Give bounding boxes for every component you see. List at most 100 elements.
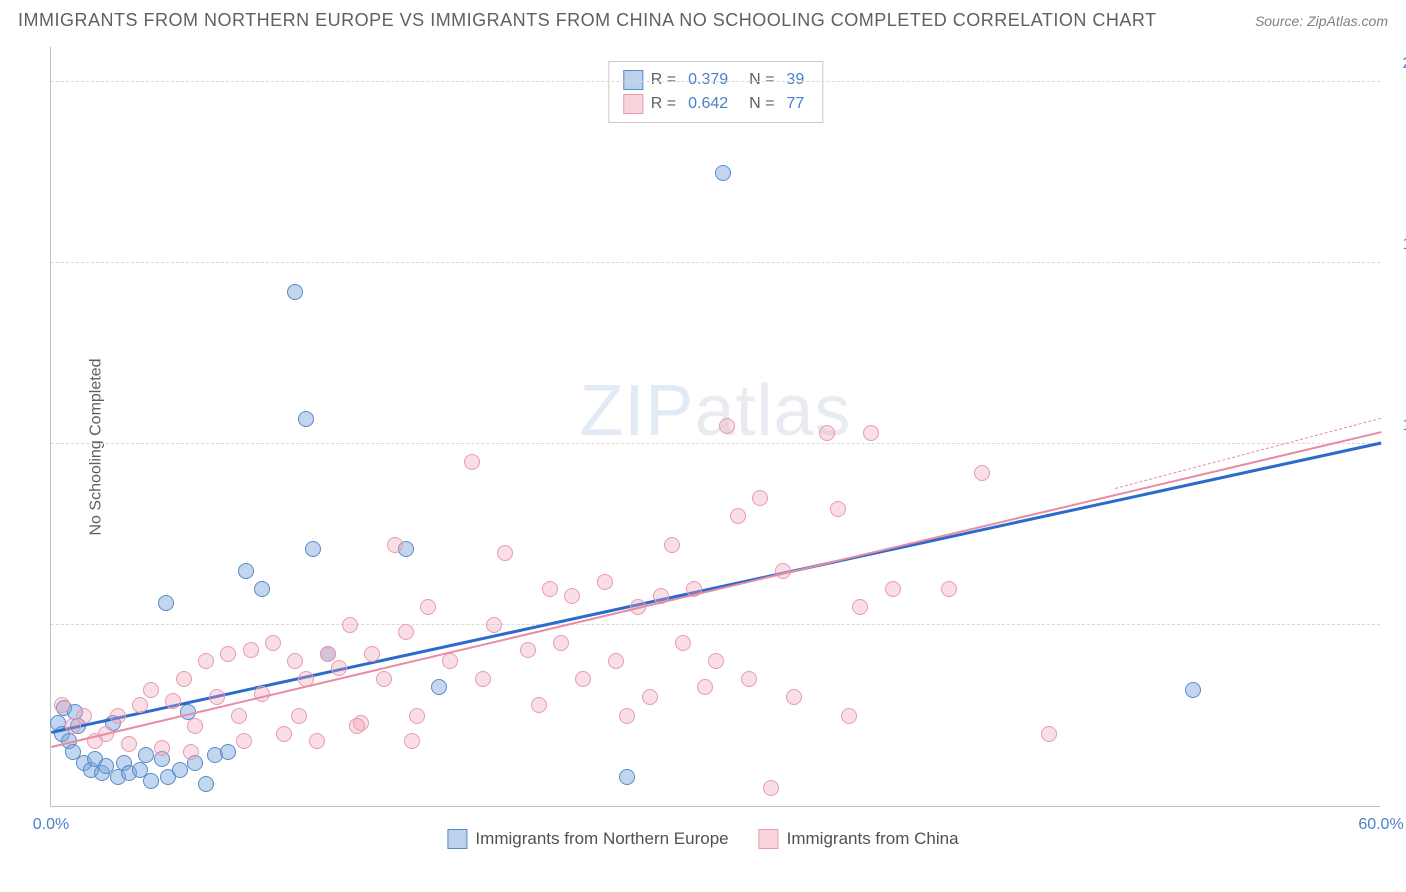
data-point [885,581,901,597]
header: IMMIGRANTS FROM NORTHERN EUROPE VS IMMIG… [0,0,1406,37]
data-point [364,646,380,662]
data-point [542,581,558,597]
stat-label: R = [651,92,676,116]
data-point [376,671,392,687]
data-point [220,646,236,662]
data-point [409,708,425,724]
data-point [442,653,458,669]
data-point [420,599,436,615]
data-point [231,708,247,724]
data-point [183,744,199,760]
data-point [398,624,414,640]
data-point [830,501,846,517]
stat-r-value: 0.379 [688,68,728,92]
data-point [176,671,192,687]
stat-label: N = [740,68,774,92]
data-point [209,689,225,705]
data-point [132,697,148,713]
trend-dashed [1115,418,1381,489]
data-point [719,418,735,434]
data-point [708,653,724,669]
data-point [243,642,259,658]
data-point [331,660,347,676]
data-point [138,747,154,763]
data-point [198,653,214,669]
data-point [741,671,757,687]
data-point [464,454,480,470]
legend-stats-row: R = 0.379 N = 39 [623,68,808,92]
data-point [309,733,325,749]
gridline [51,443,1380,444]
y-tick-label: 5.0% [1388,598,1406,616]
data-point [305,541,321,557]
data-point [819,425,835,441]
data-point [941,581,957,597]
gridline [51,262,1380,263]
data-point [497,545,513,561]
legend-bottom: Immigrants from Northern Europe Immigran… [447,829,958,849]
scatter-plot: ZIPatlas R = 0.379 N = 39 R = 0.642 N = … [50,47,1380,807]
swatch-pink-icon [623,94,643,114]
data-point [974,465,990,481]
data-point [236,733,252,749]
data-point [608,653,624,669]
data-point [143,773,159,789]
data-point [531,697,547,713]
data-point [154,740,170,756]
data-point [863,425,879,441]
data-point [254,581,270,597]
data-point [642,689,658,705]
legend-stats-row: R = 0.642 N = 77 [623,92,808,116]
legend-item: Immigrants from China [759,829,959,849]
data-point [553,635,569,651]
watermark-bold: ZIP [579,371,694,451]
data-point [276,726,292,742]
legend-label: Immigrants from China [787,829,959,849]
source-label: Source: ZipAtlas.com [1255,13,1388,29]
data-point [619,708,635,724]
data-point [404,733,420,749]
data-point [752,490,768,506]
data-point [597,574,613,590]
data-point [165,693,181,709]
data-point [431,679,447,695]
data-point [198,776,214,792]
swatch-blue-icon [447,829,467,849]
stat-label: N = [740,92,774,116]
data-point [697,679,713,695]
data-point [158,595,174,611]
stat-n-value: 39 [786,68,804,92]
data-point [287,653,303,669]
data-point [265,635,281,651]
gridline [51,81,1380,82]
data-point [1185,682,1201,698]
data-point [298,411,314,427]
chart-area: No Schooling Completed ZIPatlas R = 0.37… [0,37,1406,857]
data-point [564,588,580,604]
x-tick-label: 0.0% [33,816,69,834]
y-tick-label: 15.0% [1388,236,1406,254]
data-point [54,697,70,713]
data-point [387,537,403,553]
data-point [76,708,92,724]
data-point [763,780,779,796]
swatch-pink-icon [759,829,779,849]
swatch-blue-icon [623,70,643,90]
data-point [1041,726,1057,742]
data-point [475,671,491,687]
data-point [287,284,303,300]
data-point [486,617,502,633]
data-point [841,708,857,724]
data-point [520,642,536,658]
data-point [342,617,358,633]
gridline [51,624,1380,625]
trend-line [51,431,1381,748]
stat-label: R = [651,68,676,92]
legend-stats: R = 0.379 N = 39 R = 0.642 N = 77 [608,61,823,123]
legend-label: Immigrants from Northern Europe [475,829,728,849]
y-tick-label: 10.0% [1388,417,1406,435]
x-tick-label: 60.0% [1358,816,1403,834]
data-point [786,689,802,705]
data-point [187,718,203,734]
legend-item: Immigrants from Northern Europe [447,829,728,849]
